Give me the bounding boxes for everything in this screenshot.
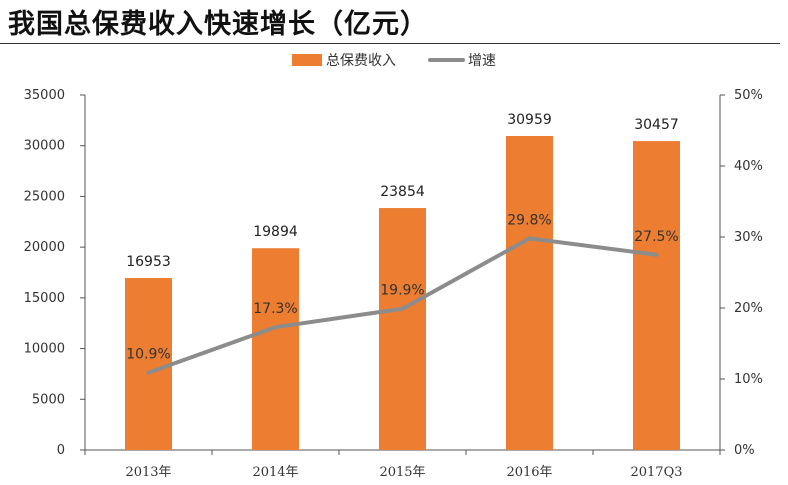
chart-title: 我国总保费收入快速增长（亿元） <box>8 9 428 40</box>
x-tick-label: 2014年 <box>252 465 298 480</box>
growth-value-label: 17.3% <box>253 301 297 317</box>
growth-point <box>273 325 278 330</box>
legend-line-label: 增速 <box>468 53 496 69</box>
growth-point <box>654 252 659 257</box>
bar-value-label: 19894 <box>253 224 298 240</box>
bar <box>379 208 426 450</box>
growth-value-label: 27.5% <box>634 229 678 245</box>
y-right-tick-label: 30% <box>734 230 763 245</box>
y-right-tick-label: 10% <box>734 372 763 387</box>
x-tick-label: 2015年 <box>379 465 425 480</box>
y-left-tick-label: 0 <box>57 443 65 458</box>
x-tick-label: 2016年 <box>506 465 552 480</box>
y-left-tick-label: 20000 <box>24 240 65 255</box>
title-underline <box>0 43 780 44</box>
growth-value-labels: 10.9% 17.3% 19.9% 29.8% 27.5% <box>126 212 678 362</box>
bar-value-label: 30959 <box>507 112 552 128</box>
x-tick-label: 2013年 <box>125 465 171 480</box>
y-left-tick-label: 10000 <box>24 342 65 357</box>
bar <box>125 278 172 450</box>
y-right-tick-label: 40% <box>734 159 763 174</box>
bar <box>633 141 680 451</box>
legend-bar-label: 总保费收入 <box>326 53 396 69</box>
legend: 总保费收入 增速 <box>292 53 496 69</box>
y-left-tick-label: 25000 <box>24 189 65 204</box>
growth-point <box>146 370 151 375</box>
bar-value-label: 23854 <box>380 184 425 200</box>
bar <box>252 248 299 450</box>
bar-series <box>125 135 680 451</box>
y-right-tick-label: 20% <box>734 301 763 316</box>
legend-bar-swatch <box>292 54 322 66</box>
bar-value-labels: 16953 19894 23854 30959 30457 <box>126 112 679 270</box>
growth-point <box>400 306 405 311</box>
y-left-tick-label: 30000 <box>24 139 65 154</box>
growth-value-label: 10.9% <box>126 347 170 363</box>
y-left-tick-label: 5000 <box>32 392 65 407</box>
x-tick-label: 2017Q3 <box>630 465 682 480</box>
chart-axes: 0 5000 10000 15000 20000 25000 30000 35000 0% 10%… <box>24 88 763 480</box>
y-left-tick-label: 35000 <box>24 88 65 103</box>
growth-line-series <box>146 236 659 375</box>
y-left-tick-label: 15000 <box>24 291 65 306</box>
growth-value-label: 29.8% <box>507 212 551 228</box>
bar-value-label: 16953 <box>126 254 171 270</box>
growth-point <box>527 236 532 241</box>
bar <box>506 135 553 450</box>
y-right-tick-label: 0% <box>734 443 755 458</box>
growth-value-label: 19.9% <box>380 283 424 299</box>
y-right-tick-label: 50% <box>734 88 763 103</box>
bar-value-label: 30457 <box>634 117 679 133</box>
